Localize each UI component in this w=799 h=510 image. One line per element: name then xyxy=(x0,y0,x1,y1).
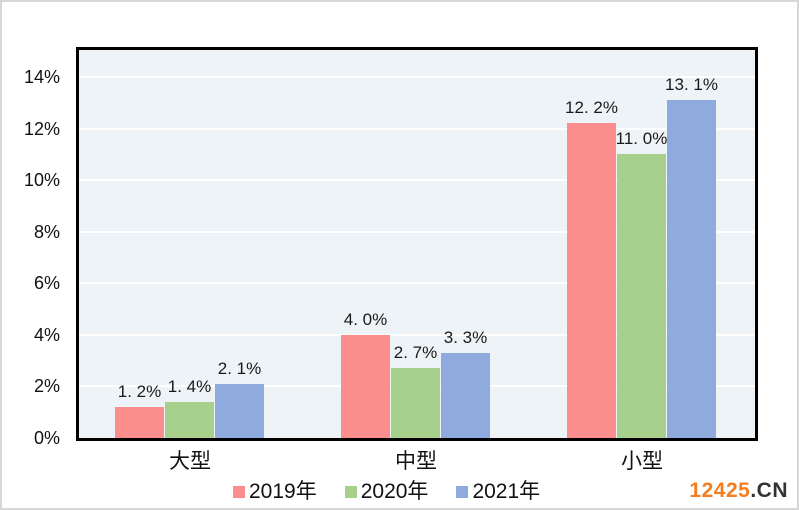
bar-group: 4. 0% 2. 7% 3. 3% xyxy=(341,50,491,438)
y-axis: 0% 2% 4% 6% 8% 10% 12% 14% xyxy=(2,2,60,508)
bar-value-label: 11. 0% xyxy=(615,129,668,149)
y-tick-label: 12% xyxy=(23,118,60,139)
legend-label: 2020年 xyxy=(360,480,429,503)
bar xyxy=(567,123,616,438)
gridline xyxy=(79,230,755,233)
y-tick-label: 8% xyxy=(33,221,60,242)
legend-swatch xyxy=(344,486,357,498)
gridline xyxy=(79,282,755,285)
category-label: 小型 xyxy=(621,450,663,473)
gridline xyxy=(79,333,755,336)
gridline xyxy=(79,179,755,182)
y-tick-label: 14% xyxy=(23,66,60,87)
bar-value-label: 2. 7% xyxy=(393,343,438,363)
bar-value-label: 12. 2% xyxy=(565,98,618,118)
bar-group: 12. 2% 11. 0% 13. 1% xyxy=(565,50,718,438)
plot-area: 1. 2% 1. 4% 2. 1% 4. 0% 2. 7% 3. 3% 12. 2% 11. … xyxy=(76,47,758,441)
bar xyxy=(617,154,666,438)
watermark-logo: 12425.CN xyxy=(689,479,788,503)
plot-inner: 1. 2% 1. 4% 2. 1% 4. 0% 2. 7% 3. 3% 12. 2% 11. … xyxy=(79,50,755,438)
gridline xyxy=(79,76,755,78)
category-label: 中型 xyxy=(395,450,437,473)
y-tick-label: 6% xyxy=(33,273,60,294)
legend-label: 2021年 xyxy=(472,480,541,503)
legend-swatch xyxy=(233,486,245,498)
bar-value-label: 2. 1% xyxy=(217,358,262,378)
bar xyxy=(215,383,264,438)
bar xyxy=(165,401,214,438)
watermark-prefix: 12425 xyxy=(689,479,751,502)
bar-value-label: 1. 4% xyxy=(167,376,212,396)
gridline xyxy=(79,127,755,130)
bar xyxy=(391,368,440,438)
y-tick-label: 0% xyxy=(33,428,60,448)
legend-swatch xyxy=(456,486,469,498)
legend-item: 2021年 xyxy=(456,481,540,503)
bar-value-label: 13. 1% xyxy=(665,75,718,95)
bar xyxy=(441,352,490,438)
legend-item: 2020年 xyxy=(344,480,429,503)
bar-value-label: 4. 0% xyxy=(343,309,388,329)
legend-label: 2019年 xyxy=(249,480,317,503)
legend: 2019年 2020年 2021年 xyxy=(233,481,540,503)
bar xyxy=(341,334,390,438)
bar-group: 1. 2% 1. 4% 2. 1% xyxy=(115,50,265,438)
bar-value-label: 1. 2% xyxy=(117,382,162,402)
y-tick-label: 2% xyxy=(33,376,60,397)
legend-item: 2019年 xyxy=(233,481,317,503)
category-label: 大型 xyxy=(169,450,211,473)
watermark-suffix: .CN xyxy=(750,479,788,502)
y-tick-label: 10% xyxy=(23,170,60,191)
y-tick-label: 4% xyxy=(33,324,60,345)
bar xyxy=(115,407,164,438)
bar-value-label: 3. 3% xyxy=(443,327,488,347)
bar xyxy=(667,100,716,438)
